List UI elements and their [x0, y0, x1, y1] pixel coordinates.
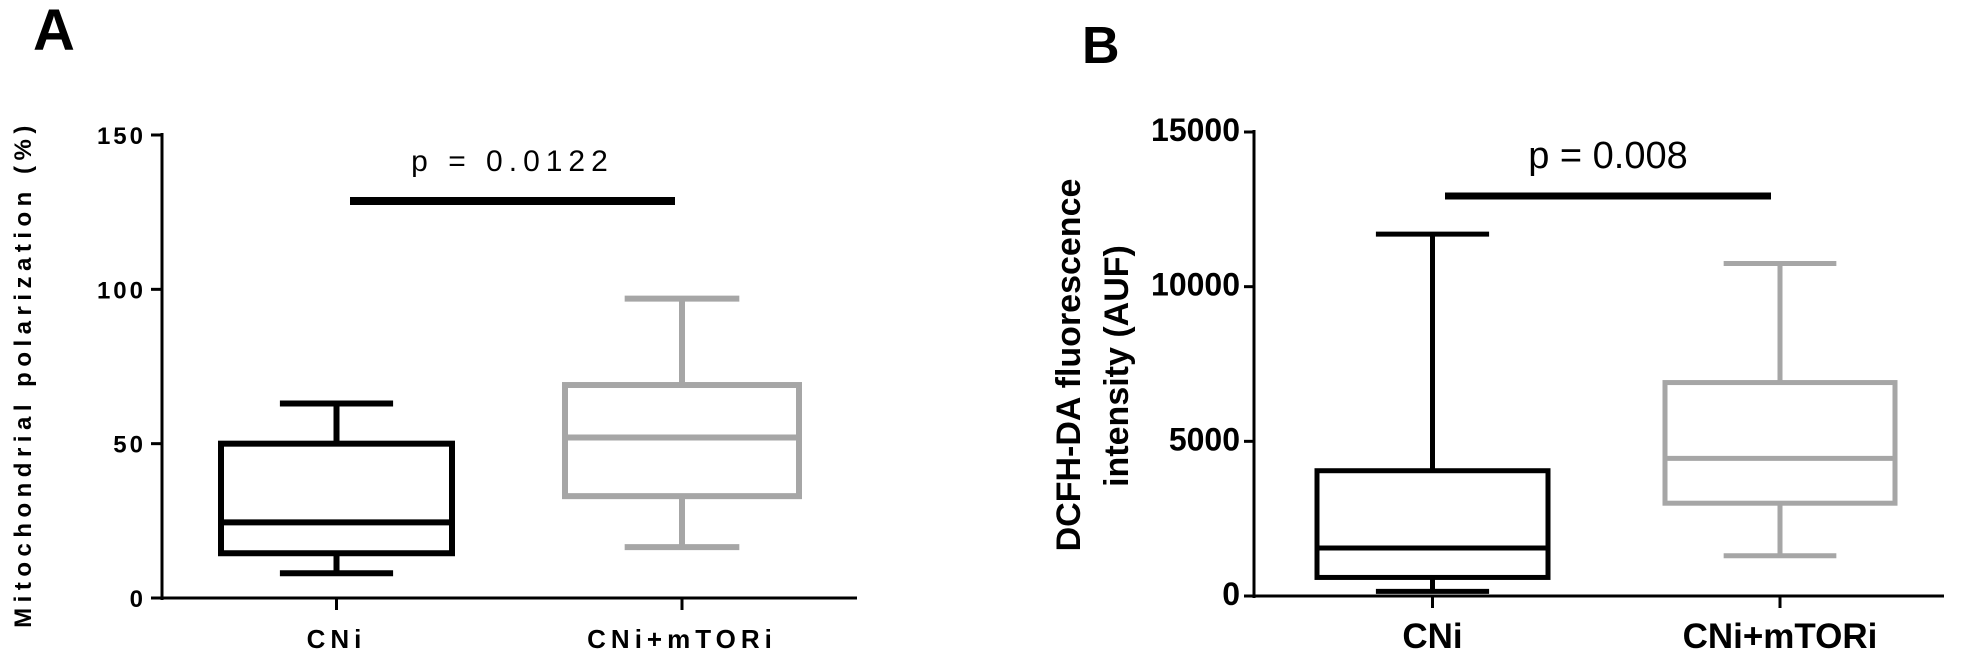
box-iqr — [1662, 380, 1898, 506]
panel-b: B 0 5000 10000 15000 DCFH-DA fluorescence inte… — [1050, 17, 1944, 656]
y-tick-label: 0 — [130, 586, 146, 613]
p-value-label: p = 0.008 — [1528, 135, 1688, 177]
p-value-label: p = 0.0122 — [411, 145, 614, 178]
panel-letter: B — [1082, 17, 1120, 75]
x-tick-label: CNi — [1402, 617, 1462, 656]
box-iqr — [562, 382, 802, 500]
y-tick-label: 15000 — [1151, 112, 1240, 148]
y-tick-label: 5000 — [1169, 421, 1240, 457]
y-axis-label: Mitochondrial polarization (%) — [10, 120, 37, 628]
panel-a: A 0 50 100 150 Mitochondrial polarization (%)… — [10, 0, 857, 654]
box-cni — [218, 400, 455, 577]
y-tick-label: 50 — [113, 432, 146, 459]
box-cni-mtori — [562, 295, 802, 551]
box-cni-mtori — [1662, 260, 1898, 559]
x-tick-label: CNi+mTORi — [1683, 617, 1878, 656]
box-iqr — [1314, 468, 1551, 580]
y-tick-label: 10000 — [1151, 267, 1240, 303]
box-cni — [1314, 231, 1551, 594]
x-tick-label: CNi+mTORi — [587, 624, 777, 654]
panel-letter: A — [33, 0, 75, 63]
y-tick-label: 0 — [1222, 576, 1240, 612]
y-tick-label: 100 — [97, 277, 146, 304]
y-axis-label-line: DCFH-DA fluorescence — [1050, 179, 1088, 552]
y-tick-label: 150 — [97, 123, 146, 150]
box-iqr — [218, 440, 455, 557]
x-tick-label: CNi — [307, 624, 367, 654]
y-axis-label-line: intensity (AUF) — [1098, 245, 1136, 487]
